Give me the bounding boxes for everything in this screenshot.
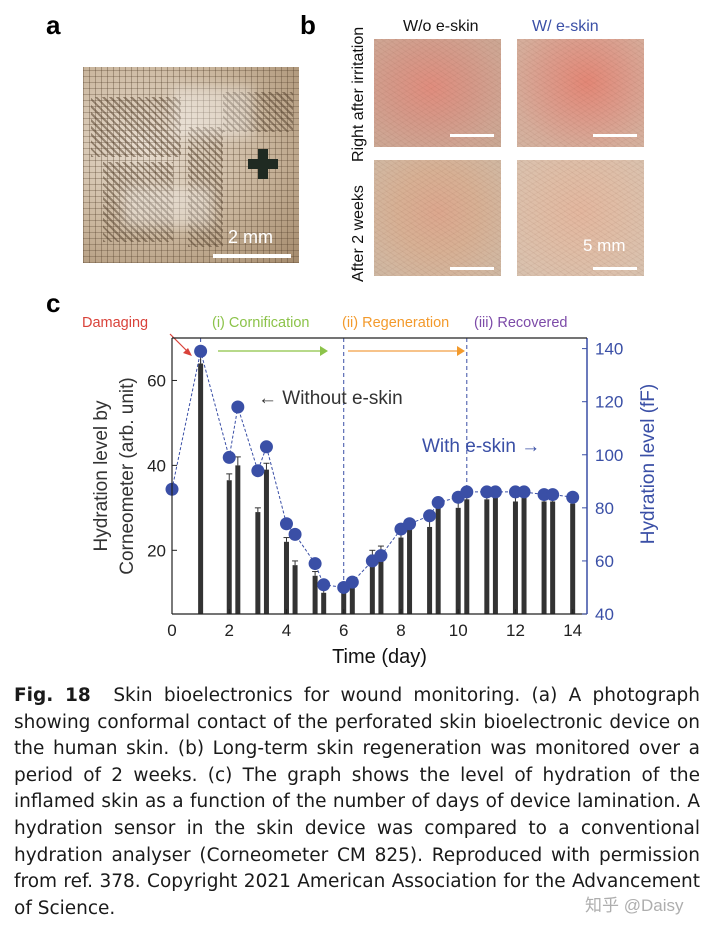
data-point: [308, 557, 322, 571]
y-right-label: Hydration level (fF): [638, 384, 659, 545]
data-point: [222, 450, 236, 464]
x-tick-label: 10: [449, 621, 468, 640]
skin-photo-without-week2: [374, 160, 501, 276]
bar: [263, 469, 269, 614]
watermark: 知乎 @Daisy: [585, 896, 684, 915]
x-tick-label: 8: [396, 621, 405, 640]
bar: [455, 507, 461, 614]
phase-arrowhead: [457, 346, 465, 356]
data-point: [403, 517, 417, 531]
y-left-label-line2: Corneometer (arb. unit): [117, 377, 138, 574]
data-point: [423, 509, 437, 523]
y-left-tick-label: 60: [147, 371, 166, 390]
data-point: [517, 485, 531, 499]
x-tick-label: 14: [563, 621, 582, 640]
x-tick-label: 6: [339, 621, 348, 640]
bar: [492, 495, 498, 614]
phase-label: (iii) Recovered: [474, 315, 567, 331]
phase-arrowhead: [320, 346, 328, 356]
bar: [255, 512, 261, 614]
skin-photo-with-day0: [517, 39, 644, 147]
figure-caption: Fig. 18 Skin bioelectronics for wound mo…: [14, 683, 700, 922]
bar: [349, 584, 355, 614]
y-right-tick-label: 140: [595, 340, 623, 359]
y-right-tick-label: 100: [595, 446, 623, 465]
data-point: [566, 490, 580, 504]
hydration-chart: 0 2 4 6 8 10 12 14 20 40 60 40 60 80 100 120 140 Damagin…: [82, 315, 659, 668]
bar: [570, 503, 576, 614]
bar: [321, 592, 327, 614]
y-left-tick-label: 20: [147, 541, 166, 560]
annotation-without: ← Without e-skin: [258, 388, 403, 409]
bar: [369, 554, 375, 614]
bar: [521, 495, 527, 614]
bar: [435, 507, 441, 614]
panel-c-letter: c: [46, 288, 61, 318]
skin-photo-without-day0: [374, 39, 501, 147]
x-tick-label: 4: [282, 621, 291, 640]
scale-bar-a: [213, 254, 291, 258]
scale-label-a: 2 mm: [228, 227, 273, 247]
panel-a-letter: a: [46, 10, 61, 40]
bar: [427, 526, 433, 614]
annotation-with: With e-skin →: [422, 436, 540, 457]
y-right-tick-label: 120: [595, 393, 623, 412]
data-point: [288, 527, 302, 541]
data-point: [279, 517, 293, 531]
y-left-tick-label: 40: [147, 456, 166, 475]
y-right-tick-label: 40: [595, 605, 614, 624]
x-axis-label: Time (day): [332, 646, 427, 668]
col-label-with: W/ e-skin: [532, 18, 599, 35]
x-tick-label: 2: [225, 621, 234, 640]
bar: [341, 590, 347, 614]
bar: [378, 550, 384, 614]
data-point: [460, 485, 474, 499]
bar: [235, 465, 241, 614]
bar: [484, 499, 490, 614]
bar: [512, 501, 518, 614]
x-tick-label: 12: [506, 621, 525, 640]
data-point: [194, 344, 208, 358]
damaging-arrowhead: [183, 348, 192, 356]
figure-number: Fig. 18: [14, 685, 91, 706]
y-right-tick-label: 80: [595, 499, 614, 518]
col-label-without: W/o e-skin: [403, 18, 479, 35]
data-point: [251, 464, 265, 478]
damaging-arrow: [169, 333, 189, 353]
caption-text: Skin bioelectronics for wound monitoring…: [14, 685, 700, 919]
bar: [198, 363, 204, 614]
data-point: [259, 440, 273, 454]
skin-photo-with-week2: 5 mm: [517, 160, 644, 276]
bar: [226, 480, 232, 614]
phase-label: (i) Cornification: [212, 315, 310, 331]
y-right-tick-label: 60: [595, 552, 614, 571]
data-point: [488, 485, 502, 499]
data-point: [546, 488, 560, 502]
x-tick-label: 0: [167, 621, 176, 640]
bar: [398, 537, 404, 614]
phase-label: Damaging: [82, 315, 148, 331]
bar: [292, 565, 298, 614]
device-photo: 2 mm: [83, 67, 299, 263]
data-point: [317, 578, 331, 592]
bar: [464, 499, 470, 614]
data-point: [431, 496, 445, 510]
bar: [312, 575, 318, 614]
bar: [407, 529, 413, 614]
phase-label: (ii) Regeneration: [342, 315, 449, 331]
bar: [283, 541, 289, 614]
scale-label-b: 5 mm: [583, 236, 626, 255]
data-point: [374, 549, 388, 563]
data-point: [345, 575, 359, 589]
bar: [550, 501, 556, 614]
y-left-label-line1: Hydration level by: [91, 400, 112, 552]
bar: [541, 501, 547, 614]
panel-b-letter: b: [300, 10, 316, 40]
data-point: [231, 400, 245, 414]
